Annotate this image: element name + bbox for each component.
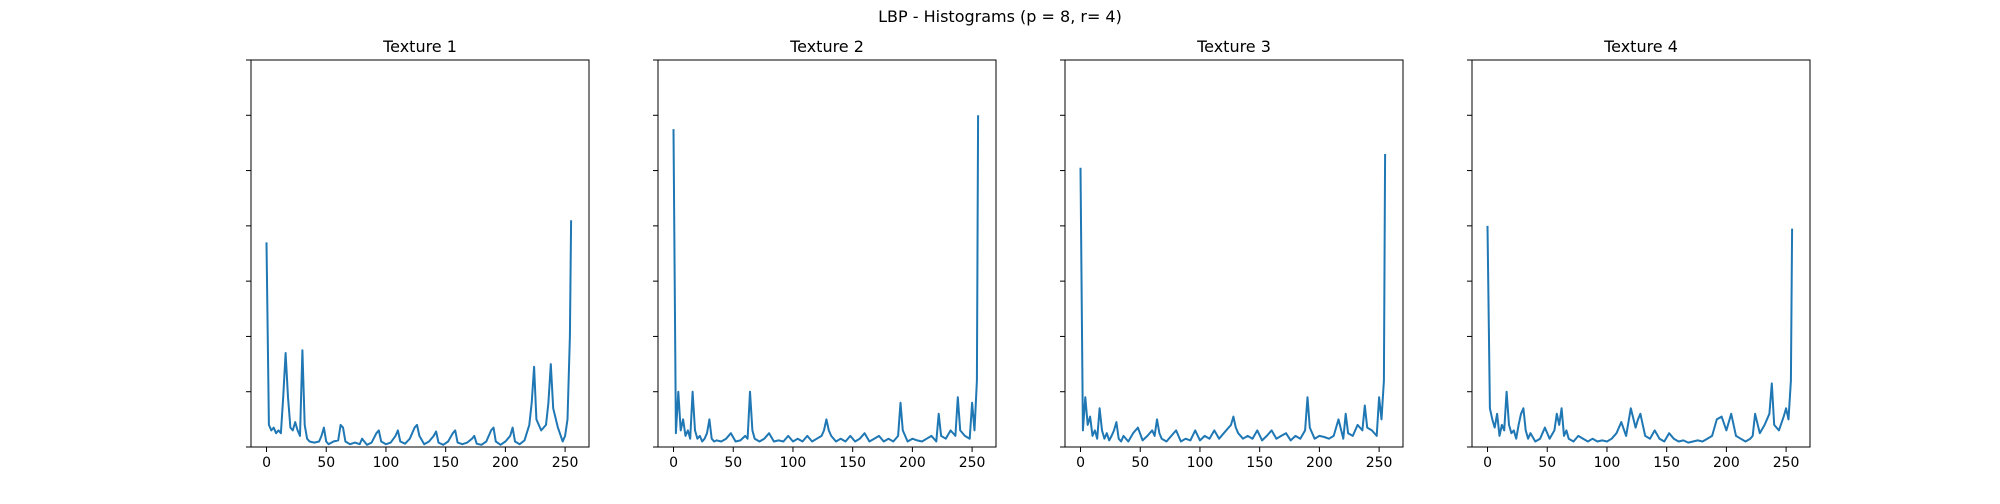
- x-tick-label: 250: [959, 455, 986, 471]
- x-tick-label: 100: [1594, 455, 1621, 471]
- axes-frame: [1471, 59, 1811, 448]
- chart-panel-1: Texture 1 0 50 100 150 200 250: [246, 37, 590, 471]
- chart-panel-3: Texture 3 0 50 100 150 200 250: [1060, 37, 1404, 471]
- chart-panel-4: Texture 4 0 50 100 150 200 250: [1467, 37, 1811, 471]
- x-tick-label: 50: [1538, 455, 1556, 471]
- x-tick-label: 150: [1653, 455, 1680, 471]
- series-line-1: [672, 115, 980, 443]
- chart-title: Texture 4: [1603, 37, 1678, 56]
- x-tick-label: 50: [724, 455, 742, 471]
- x-tick-label: 50: [1131, 455, 1149, 471]
- x-tick-label: 150: [432, 455, 459, 471]
- x-tick-label: 200: [1713, 455, 1740, 471]
- x-tick-label: 200: [899, 455, 926, 471]
- x-tick-label: 100: [1187, 455, 1214, 471]
- x-tick-label: 200: [1306, 455, 1333, 471]
- figure-suptitle: LBP - Histograms (p = 8, r= 4): [878, 7, 1122, 26]
- axes-frame: [1064, 59, 1404, 448]
- x-tick-label: 0: [1076, 455, 1085, 471]
- x-tick-label: 250: [1773, 455, 1800, 471]
- series-line-1: [1486, 225, 1794, 444]
- chart-title: Texture 3: [1196, 37, 1271, 56]
- x-tick-label: 150: [839, 455, 866, 471]
- chart-title: Texture 2: [789, 37, 864, 56]
- series-line-1: [1079, 153, 1387, 443]
- x-tick-label: 0: [262, 455, 271, 471]
- axes-frame: [250, 59, 590, 448]
- x-tick-label: 200: [492, 455, 519, 471]
- x-tick-label: 0: [669, 455, 678, 471]
- x-tick-label: 100: [373, 455, 400, 471]
- x-tick-label: 150: [1246, 455, 1273, 471]
- series-line-1: [265, 220, 573, 446]
- axes-frame: [657, 59, 997, 448]
- x-tick-label: 250: [1366, 455, 1393, 471]
- chart-title: Texture 1: [382, 37, 457, 56]
- x-tick-label: 50: [317, 455, 335, 471]
- x-tick-label: 100: [780, 455, 807, 471]
- x-tick-label: 0: [1483, 455, 1492, 471]
- chart-panel-2: Texture 2 0 50 100 150 200 250: [653, 37, 997, 471]
- x-tick-label: 250: [552, 455, 579, 471]
